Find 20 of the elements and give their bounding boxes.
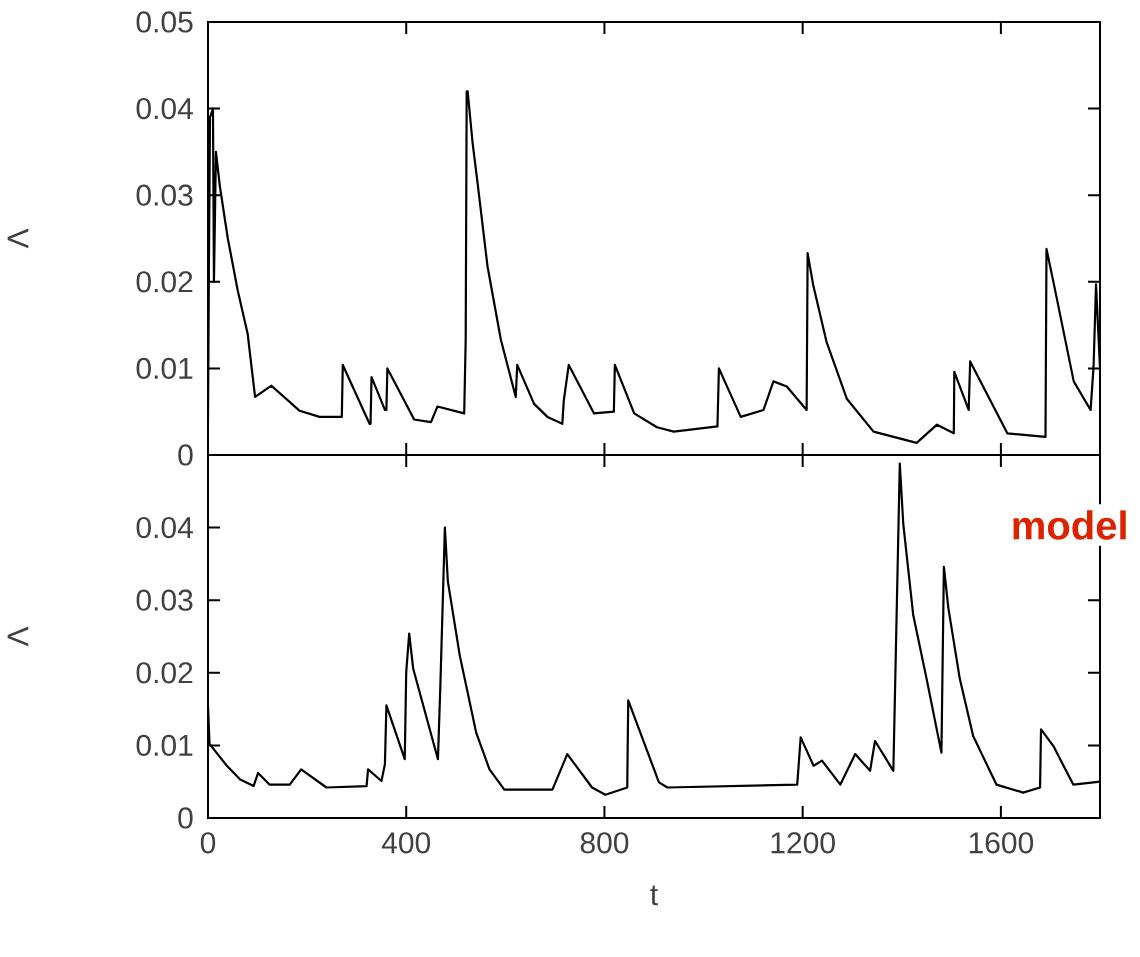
annotation: model bbox=[1013, 510, 1126, 540]
x-tick-label: 0 bbox=[200, 832, 216, 854]
y-tick-label: 0.02 bbox=[136, 271, 193, 293]
x-tick-label: 1600 bbox=[969, 832, 1034, 854]
x-tick-label: 400 bbox=[381, 832, 431, 854]
x-tick-label: 800 bbox=[580, 832, 629, 854]
y-tick-label: 0.03 bbox=[136, 184, 193, 206]
y-tick-label: 0.05 bbox=[136, 11, 193, 33]
y-axis-title: Λ bbox=[7, 228, 29, 249]
x-tick-label: 1200 bbox=[771, 832, 835, 854]
x-axis-title: t bbox=[650, 885, 658, 906]
y-axis-title: Λ bbox=[7, 626, 29, 647]
y-tick-label: 0.04 bbox=[136, 516, 193, 539]
y-tick-label: 0.01 bbox=[136, 734, 193, 757]
y-tick-label: 0.04 bbox=[136, 97, 193, 120]
y-tick-label: 0.03 bbox=[136, 589, 193, 611]
y-tick-label: 0 bbox=[178, 444, 193, 466]
y-tick-label: 0.02 bbox=[136, 662, 193, 684]
y-tick-label: 0.01 bbox=[136, 357, 193, 380]
y-tick-label: 0 bbox=[178, 807, 193, 829]
